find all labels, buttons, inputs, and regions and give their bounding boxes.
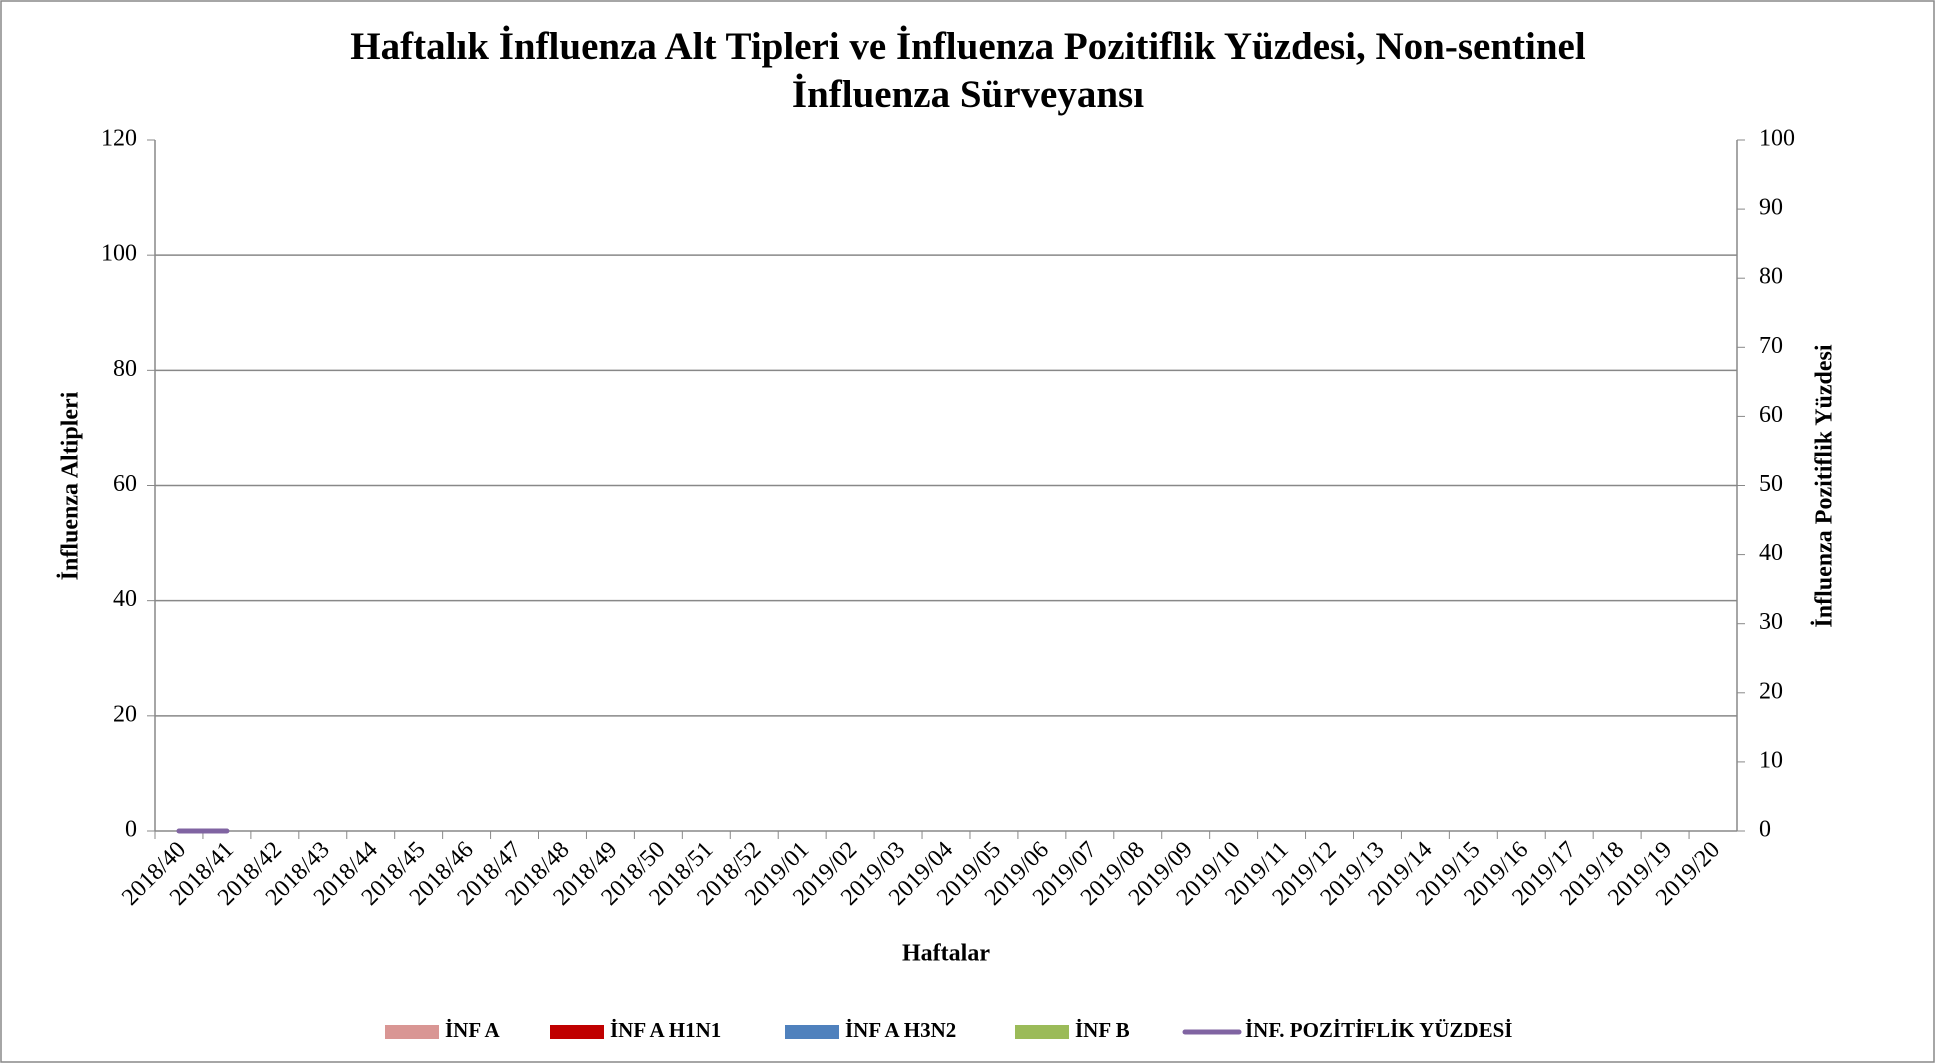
y-tick-label: 20 bbox=[113, 701, 137, 727]
legend-label: İNF A bbox=[445, 1018, 500, 1042]
y-axis-title: İnfluenza Altipleri bbox=[58, 391, 84, 580]
y-tick-label: 40 bbox=[113, 586, 137, 612]
legend-swatch bbox=[385, 1025, 439, 1039]
y2-tick-label: 30 bbox=[1759, 609, 1783, 635]
y-tick-label: 100 bbox=[101, 241, 137, 267]
chart-title: İnfluenza Sürveyansı bbox=[792, 72, 1144, 116]
chart-title: Haftalık İnfluenza Alt Tipleri ve İnflue… bbox=[350, 24, 1586, 68]
legend-swatch bbox=[785, 1025, 839, 1039]
y2-tick-label: 10 bbox=[1759, 747, 1783, 773]
y2-axis-title: İnfluenza Pozitiflik Yüzdesi bbox=[1812, 344, 1838, 627]
y2-tick-label: 70 bbox=[1759, 333, 1783, 359]
legend-label: İNF. POZİTİFLİK YÜZDESİ bbox=[1245, 1018, 1512, 1042]
y2-tick-label: 60 bbox=[1759, 402, 1783, 428]
y2-tick-label: 0 bbox=[1759, 817, 1771, 843]
legend-label: İNF A H3N2 bbox=[845, 1018, 956, 1042]
legend-label: İNF A H1N1 bbox=[610, 1018, 721, 1042]
y2-tick-label: 50 bbox=[1759, 471, 1783, 497]
legend-swatch bbox=[1015, 1025, 1069, 1039]
y-tick-label: 60 bbox=[113, 471, 137, 497]
x-axis-title: Haftalar bbox=[902, 941, 990, 967]
y-tick-label: 120 bbox=[101, 126, 137, 152]
y2-tick-label: 20 bbox=[1759, 678, 1783, 704]
y2-tick-label: 40 bbox=[1759, 540, 1783, 566]
legend-label: İNF B bbox=[1075, 1018, 1130, 1042]
y2-tick-label: 90 bbox=[1759, 195, 1783, 221]
y-tick-label: 0 bbox=[125, 817, 137, 843]
y2-tick-label: 100 bbox=[1759, 126, 1795, 152]
y2-tick-label: 80 bbox=[1759, 264, 1783, 290]
legend-swatch bbox=[550, 1025, 604, 1039]
y-tick-label: 80 bbox=[113, 356, 137, 382]
